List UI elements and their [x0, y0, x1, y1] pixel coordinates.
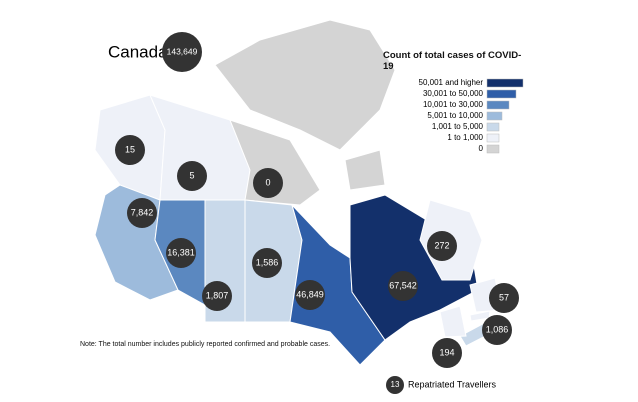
case-bubble — [166, 238, 196, 268]
case-label: 1,086 — [486, 324, 509, 334]
case-bubble — [489, 283, 519, 313]
case-label: 1,807 — [206, 290, 229, 300]
repatriated-count: 13 — [391, 380, 400, 389]
case-label: 1,586 — [256, 257, 279, 267]
map-title: Canada — [108, 42, 168, 61]
province — [229, 119, 321, 206]
case-label: 46,849 — [296, 289, 324, 299]
legend-swatch — [486, 122, 500, 132]
legend-swatch — [486, 133, 500, 143]
province — [439, 305, 467, 338]
legend-swatch — [486, 100, 510, 110]
case-bubble — [427, 231, 457, 261]
case-label: 5 — [189, 170, 194, 180]
legend-label: 5,001 to 10,000 — [427, 111, 483, 120]
legend-label: 1,001 to 5,000 — [432, 122, 484, 131]
case-label: 194 — [439, 347, 454, 357]
legend-label: 50,001 and higher — [419, 78, 484, 87]
case-bubble — [388, 271, 418, 301]
legend-label: 1 to 1,000 — [447, 133, 483, 142]
legend-swatch — [486, 89, 517, 99]
legend-title: Count of total cases of COVID-19 — [383, 50, 522, 72]
case-bubble — [295, 280, 325, 310]
legend-swatch — [486, 78, 524, 88]
case-bubble — [252, 248, 282, 278]
total-label: 143,649 — [167, 46, 198, 56]
legend-label: 30,001 to 50,000 — [423, 89, 484, 98]
repatriated-label: Repatriated Travellers — [408, 379, 497, 389]
case-label: 16,381 — [167, 247, 195, 257]
case-bubble — [177, 161, 207, 191]
case-label: 272 — [434, 240, 449, 250]
case-bubble — [115, 135, 145, 165]
case-label: 0 — [265, 177, 270, 187]
legend-swatch — [486, 144, 500, 154]
legend-label: 0 — [479, 144, 484, 153]
total-bubble — [162, 32, 202, 72]
case-bubble — [432, 338, 462, 368]
case-label: 57 — [499, 292, 509, 302]
case-bubble — [253, 168, 283, 198]
province — [289, 204, 386, 366]
note: Note: The total number includes publicly… — [80, 341, 331, 348]
case-bubble — [202, 281, 232, 311]
case-bubble — [482, 315, 512, 345]
province — [344, 149, 386, 191]
case-label: 67,542 — [389, 280, 417, 290]
province — [214, 19, 396, 151]
legend-label: 10,001 to 30,000 — [423, 100, 484, 109]
case-label: 15 — [125, 144, 135, 154]
case-bubble — [127, 198, 157, 228]
case-label: 7,842 — [131, 207, 154, 217]
repatriated-bubble — [386, 376, 404, 394]
legend-swatch — [486, 111, 503, 121]
